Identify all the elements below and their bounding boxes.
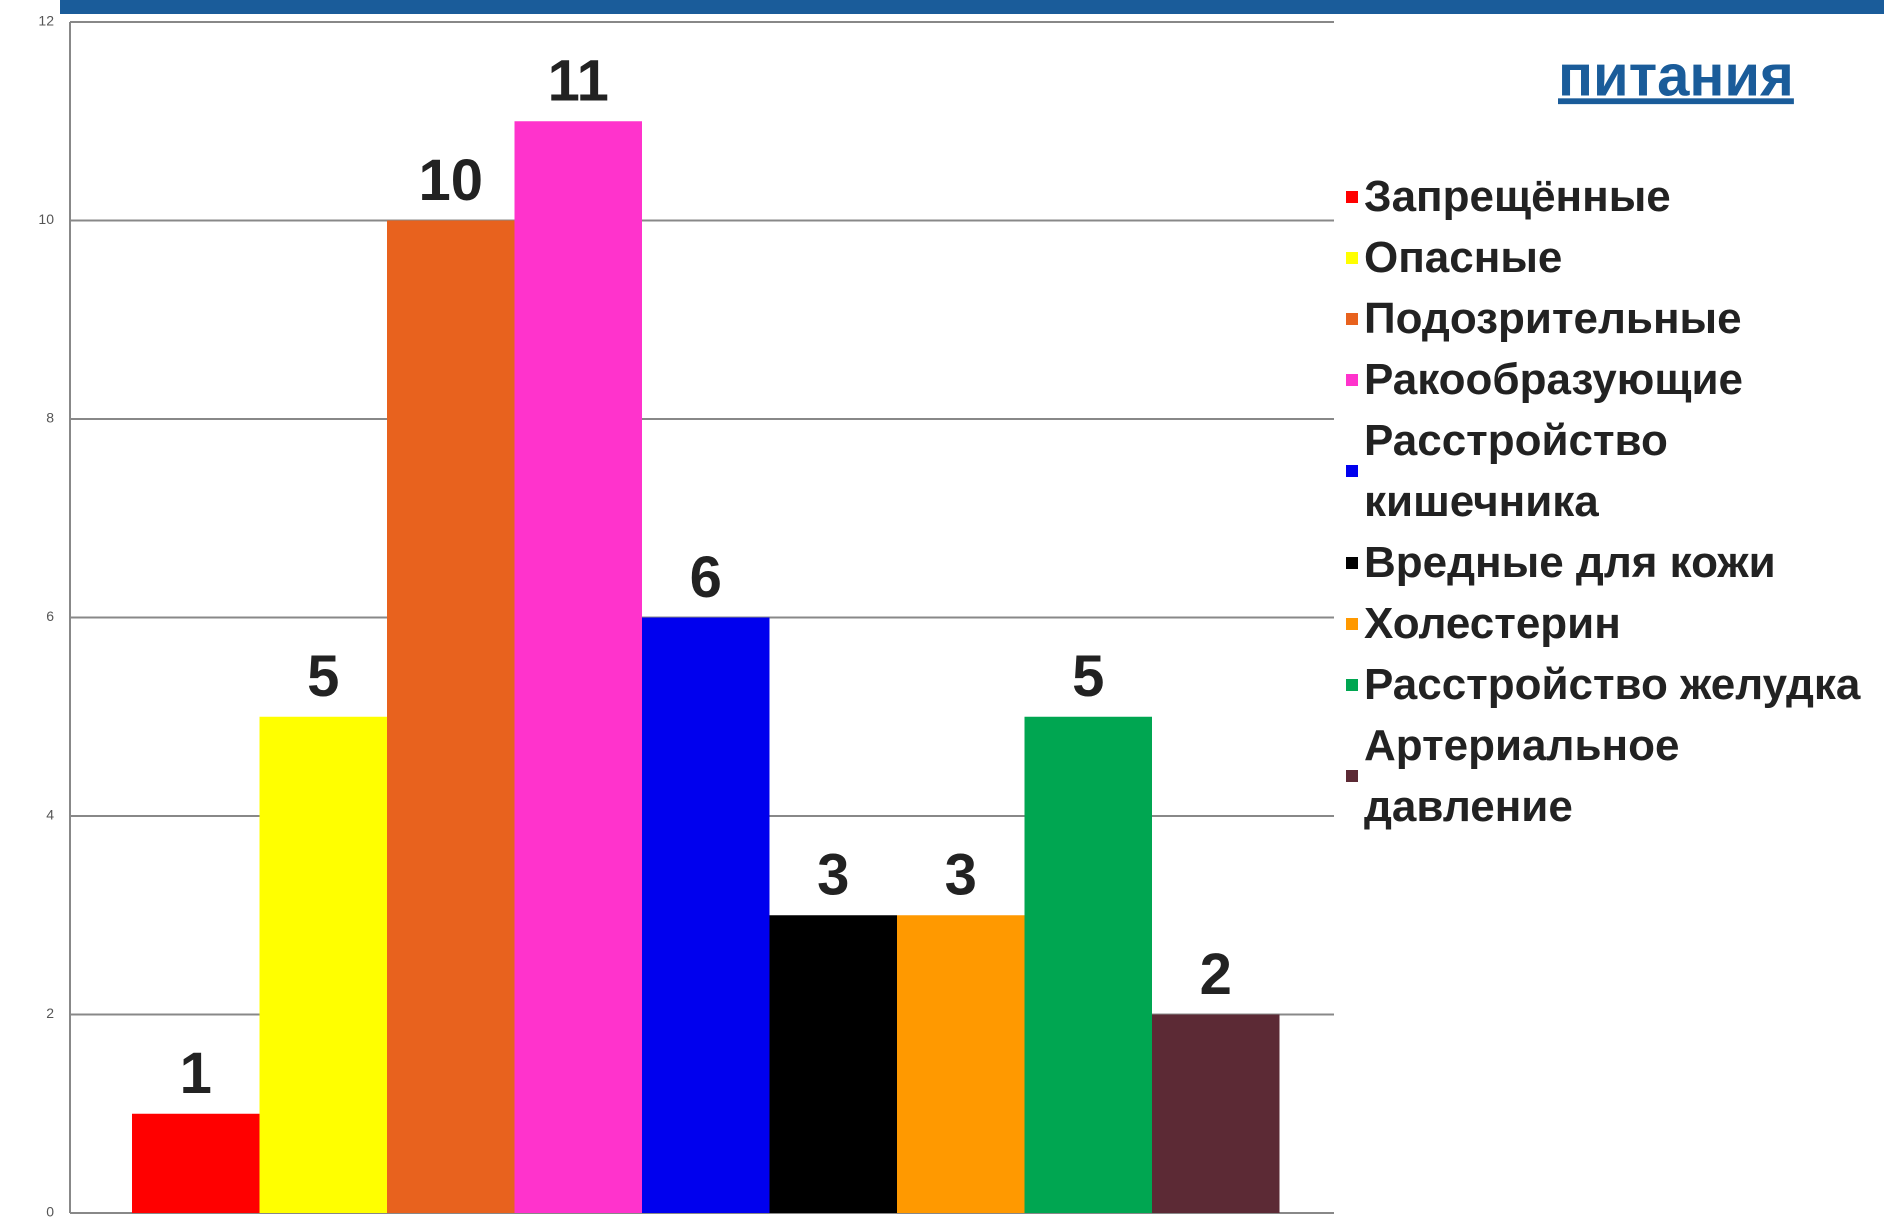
legend-label: Запрещённые bbox=[1364, 172, 1671, 221]
bar bbox=[514, 121, 642, 1213]
legend-label: Подозрительные bbox=[1364, 294, 1742, 343]
legend-item: Вредные для кожи bbox=[1346, 532, 1884, 593]
legend-item: Запрещённые bbox=[1346, 166, 1884, 227]
legend-swatch bbox=[1346, 190, 1358, 203]
bar bbox=[259, 716, 387, 1213]
legend-item: Холестерин bbox=[1346, 593, 1884, 654]
legend: Запрещённые Опасные Подозрительные Ракообра… bbox=[1346, 166, 1884, 837]
y-tick-label: 2 bbox=[46, 1005, 54, 1021]
data-label: 3 bbox=[945, 843, 977, 908]
y-tick-label: 12 bbox=[38, 13, 54, 29]
legend-item: Опасные bbox=[1346, 227, 1884, 288]
legend-item: Артериальное давление bbox=[1346, 715, 1884, 837]
header-strip bbox=[60, 0, 1884, 14]
data-label: 1 bbox=[180, 1041, 212, 1106]
data-label: 5 bbox=[307, 644, 339, 709]
data-label: 5 bbox=[1072, 644, 1104, 709]
y-tick-label: 10 bbox=[38, 211, 54, 227]
legend-swatch bbox=[1346, 617, 1358, 630]
y-tick-label: 4 bbox=[46, 807, 54, 823]
data-label: 2 bbox=[1200, 942, 1232, 1007]
legend-swatch bbox=[1346, 373, 1358, 386]
legend-swatch bbox=[1346, 678, 1358, 691]
legend-item: Подозрительные bbox=[1346, 288, 1884, 349]
chart-title: питания bbox=[1558, 43, 1794, 108]
bar bbox=[387, 220, 515, 1213]
bar bbox=[642, 617, 770, 1213]
legend-label: Опасные bbox=[1364, 233, 1563, 282]
legend-swatch bbox=[1346, 556, 1358, 569]
legend-swatch bbox=[1346, 312, 1358, 325]
legend-label: Холестерин bbox=[1364, 599, 1621, 648]
legend-label: Расстройство желудка bbox=[1364, 660, 1861, 709]
bar bbox=[1024, 716, 1152, 1213]
legend-label: Вредные для кожи bbox=[1364, 538, 1776, 587]
legend-label: Расстройство кишечника bbox=[1364, 416, 1668, 526]
bar bbox=[132, 1113, 260, 1213]
data-label: 11 bbox=[548, 49, 609, 114]
legend-swatch bbox=[1346, 465, 1358, 477]
y-tick-label: 6 bbox=[46, 608, 54, 624]
legend-item: Расстройство желудка bbox=[1346, 654, 1884, 715]
bar bbox=[769, 915, 897, 1213]
data-label: 10 bbox=[418, 148, 483, 213]
legend-item: Расстройство кишечника bbox=[1346, 410, 1884, 532]
data-label: 3 bbox=[817, 843, 849, 908]
legend-item: Ракообразующие bbox=[1346, 349, 1884, 410]
legend-label: Артериальное давление bbox=[1364, 721, 1680, 831]
bar bbox=[897, 915, 1025, 1213]
bar bbox=[1152, 1014, 1280, 1213]
y-tick-label: 0 bbox=[46, 1204, 54, 1220]
legend-swatch bbox=[1346, 770, 1358, 782]
legend-label: Ракообразующие bbox=[1364, 355, 1743, 404]
legend-swatch bbox=[1346, 251, 1358, 264]
data-label: 6 bbox=[690, 545, 722, 610]
y-tick-label: 8 bbox=[46, 410, 54, 426]
